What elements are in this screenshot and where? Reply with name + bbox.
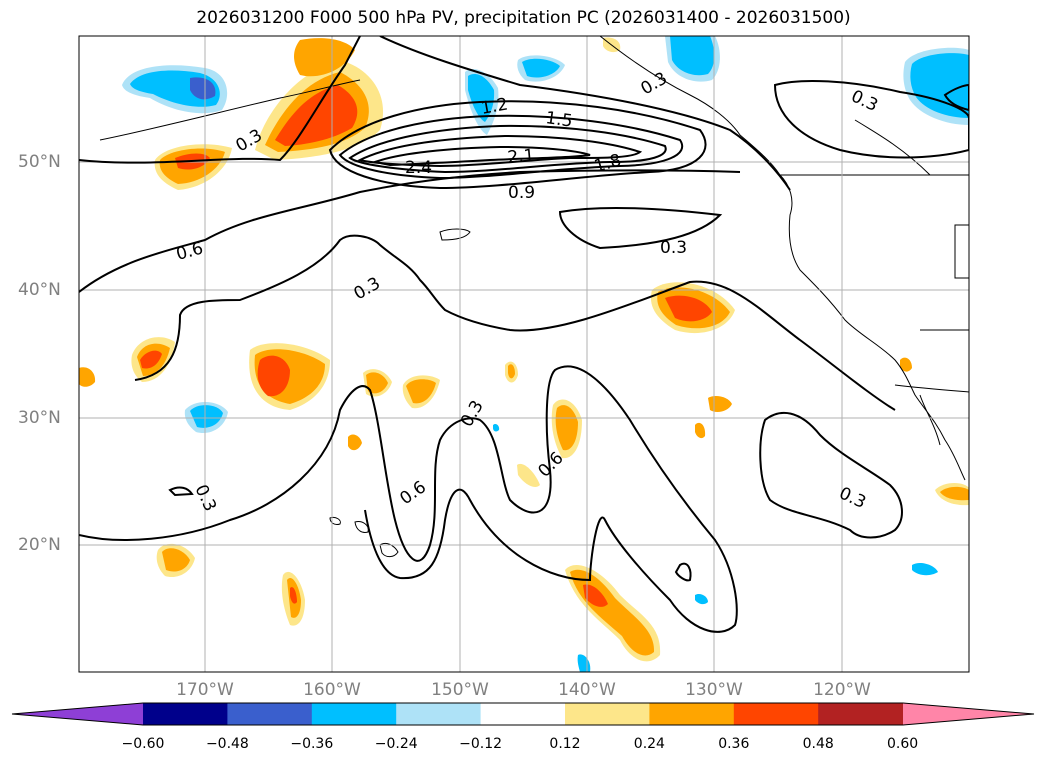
colorbar (11, 702, 1035, 726)
lon-label-140w: 140°W (558, 680, 616, 700)
colorbar-tick-label: 0.60 (887, 736, 919, 752)
map-frame (78, 35, 970, 673)
anomaly-patch (940, 486, 969, 501)
pv-contour (759, 412, 903, 539)
anomaly-patch (257, 355, 290, 397)
anomaly-patch (555, 405, 578, 451)
pv-contour (79, 36, 791, 191)
anomaly-patch (79, 367, 96, 387)
pv-contour (943, 83, 969, 112)
anomaly-patch (583, 584, 608, 607)
colorbar-segment (818, 703, 904, 725)
anomaly-patch (290, 587, 297, 604)
pv-contour (328, 100, 707, 190)
contour-label: 0.3 (660, 238, 687, 258)
anomaly-patch (670, 36, 715, 76)
pv-contour (357, 134, 643, 168)
contour-label: 1.2 (479, 95, 509, 119)
pv-contour (134, 234, 896, 411)
pv-contour (674, 562, 692, 582)
colorbar-tick-label: 0.48 (802, 736, 834, 752)
colorbar-tick-label: 0.12 (549, 736, 581, 752)
contour-label: 0.9 (508, 183, 535, 203)
anomaly-patch (695, 593, 708, 605)
colorbar-segment (649, 703, 735, 725)
lon-label-130w: 130°W (685, 680, 743, 700)
pv-contour (558, 207, 723, 250)
pv-contour (79, 169, 741, 293)
colorbar-tick-label: −0.36 (290, 736, 334, 752)
negative-anomaly-patches (122, 36, 969, 672)
anomaly-patch (348, 434, 362, 451)
pv-contour (168, 486, 194, 497)
anomaly-patch (366, 372, 388, 394)
colorbar-segment (565, 703, 650, 725)
anomaly-patch (508, 364, 515, 379)
colorbar-outline (11, 702, 1035, 726)
anomaly-patch (522, 58, 560, 78)
lat-label-50n: 50°N (18, 152, 61, 172)
anomaly-patch (900, 357, 912, 372)
colorbar-tick-label: 0.36 (718, 736, 750, 752)
lon-label-170w: 170°W (176, 680, 234, 700)
anomaly-patch (695, 422, 706, 439)
lat-label-30n: 30°N (18, 408, 61, 428)
anomaly-patch (468, 73, 495, 122)
colorbar-segment (396, 703, 482, 725)
anomaly-patch (910, 53, 969, 118)
anomaly-patch (190, 77, 216, 100)
positive-anomaly-patches (79, 37, 969, 662)
anomaly-patch (140, 350, 162, 369)
pv-contour (348, 124, 667, 174)
anomaly-patch (406, 379, 436, 404)
contour-label: 2.1 (507, 146, 536, 168)
anomaly-patch (493, 423, 500, 432)
lat-label-40n: 40°N (18, 280, 61, 300)
lon-label-160w: 160°W (303, 680, 361, 700)
anomaly-patch (275, 85, 358, 146)
colorbar-segment (227, 703, 313, 725)
lat-label-20n: 20°N (18, 535, 61, 555)
lon-label-120w: 120°W (813, 680, 871, 700)
colorbar-tick-label: −0.60 (121, 736, 165, 752)
anomaly-patch (912, 562, 938, 576)
anomaly-patch (162, 548, 190, 572)
pv-contour (79, 365, 738, 633)
pv-contour (338, 114, 683, 180)
colorbar-tick-label: 0.24 (633, 736, 665, 752)
colorbar-extend-low (12, 703, 143, 725)
colorbar-segment (143, 703, 228, 725)
colorbar-tick-label: −0.12 (459, 736, 503, 752)
anomaly-patch (190, 405, 223, 428)
map-title: 2026031200 F000 500 hPa PV, precipitatio… (196, 8, 851, 28)
map-panel: 0.3 0.6 0.9 1.2 1.5 1.8 2.1 2.4 0.3 0.3 … (78, 35, 970, 673)
lon-label-150w: 150°W (431, 680, 489, 700)
colorbar-tick-label: −0.24 (374, 736, 418, 752)
colorbar-extend-high (903, 703, 1034, 725)
contour-label: 1.5 (544, 108, 574, 132)
colorbar-segment (311, 703, 397, 725)
anomaly-patch (517, 463, 540, 487)
colorbar-segment (480, 703, 566, 725)
colorbar-tick-label: −0.48 (205, 736, 249, 752)
anomaly-patch (294, 38, 355, 77)
contour-label: 2.4 (405, 158, 432, 178)
colorbar-segment (733, 703, 819, 725)
anomaly-patch (665, 295, 712, 322)
pv-contour (371, 145, 591, 167)
